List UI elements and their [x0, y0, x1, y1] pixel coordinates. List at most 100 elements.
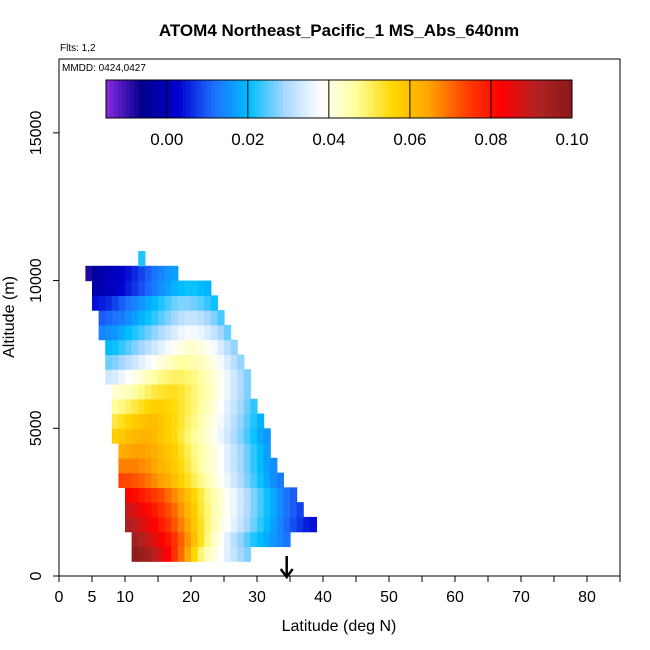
- heatmap-cell: [204, 457, 212, 474]
- heatmap-cell: [224, 531, 232, 548]
- heatmap-cell: [184, 516, 192, 533]
- heatmap-cell: [243, 546, 251, 562]
- heatmap-cell: [290, 516, 298, 533]
- colorbar-segment: [126, 80, 131, 118]
- heatmap-cell: [217, 502, 225, 518]
- heatmap-cell: [105, 339, 113, 356]
- colorbar-segment: [531, 80, 537, 118]
- heatmap-cell: [263, 487, 271, 503]
- heatmap-cell: [164, 310, 172, 326]
- heatmap-cell: [230, 383, 238, 400]
- colorbar-segment: [555, 80, 561, 118]
- heatmap-cell: [230, 487, 238, 503]
- colorbar-segment: [351, 80, 356, 118]
- colorbar-segment: [218, 80, 223, 118]
- y-axis-label: Altitude (m): [1, 276, 18, 358]
- heatmap-cell: [171, 354, 179, 370]
- heatmap-cell: [230, 443, 238, 459]
- colorbar-segment: [334, 80, 340, 118]
- heatmap-cell: [158, 339, 166, 356]
- x-axis: 0 5 10 20 30 40 50 60 70 80: [55, 576, 621, 606]
- heatmap-cell: [210, 413, 218, 429]
- colorbar-segment: [535, 80, 541, 118]
- heatmap-cell: [151, 398, 159, 415]
- colorbar-segment: [503, 80, 509, 118]
- heatmap-cell: [171, 443, 179, 459]
- colorbar-segment: [559, 80, 565, 118]
- colorbar-segment: [122, 80, 127, 118]
- heatmap-cell: [257, 531, 265, 548]
- heatmap-cell: [151, 310, 159, 326]
- heatmap-cell: [158, 472, 166, 488]
- heatmap-cell: [151, 265, 159, 282]
- colorbar-segment: [258, 80, 264, 118]
- heatmap-cell: [197, 443, 205, 459]
- heatmap-cell: [158, 487, 166, 503]
- heatmap-cell: [217, 324, 225, 341]
- heatmap-cell: [144, 280, 152, 296]
- colorbar-segment: [387, 80, 392, 118]
- heatmap-cell: [184, 280, 192, 296]
- heatmap-cell: [197, 324, 205, 341]
- colorbar-segment: [419, 80, 424, 118]
- colorbar-segment: [359, 80, 364, 118]
- y-tick-label: 0: [28, 571, 45, 580]
- heatmap-cell: [191, 324, 199, 341]
- colorbar-segment: [142, 80, 147, 118]
- heatmap-cell: [131, 354, 139, 370]
- heatmap-cell: [224, 413, 232, 429]
- heatmap-cell: [118, 295, 126, 311]
- heatmap-cell: [191, 398, 199, 415]
- heatmap-cell: [184, 369, 192, 385]
- heatmap-cell: [131, 383, 139, 400]
- colorbar-segment: [150, 80, 155, 118]
- heatmap-cell: [92, 280, 100, 296]
- heatmap-cell: [303, 516, 311, 533]
- heatmap-cell: [263, 443, 271, 459]
- heatmap-cell: [171, 295, 179, 311]
- heatmap-cell: [224, 502, 232, 518]
- heatmap-cells: [85, 251, 317, 562]
- colorbar-segment: [110, 80, 115, 118]
- heatmap-cell: [158, 324, 166, 341]
- heatmap-cell: [111, 295, 119, 311]
- heatmap-cell: [158, 502, 166, 518]
- heatmap-cell: [144, 457, 152, 474]
- heatmap-cell: [217, 428, 225, 444]
- heatmap-cell: [138, 443, 146, 459]
- heatmap-cell: [197, 457, 205, 474]
- heatmap-cell: [263, 428, 271, 444]
- heatmap-cell: [204, 502, 212, 518]
- heatmap-cell: [210, 443, 218, 459]
- heatmap-cell: [151, 295, 159, 311]
- heatmap-cell: [276, 516, 284, 533]
- heatmap-cell: [197, 295, 205, 311]
- heatmap-cell: [111, 310, 119, 326]
- heatmap-cell: [144, 428, 152, 444]
- heatmap-cell: [158, 443, 166, 459]
- heatmap-cell: [250, 502, 258, 518]
- heatmap-cell: [210, 516, 218, 533]
- heatmap-cell: [138, 531, 146, 548]
- heatmap-cell: [276, 502, 284, 518]
- heatmap-cell: [118, 443, 126, 459]
- colorbar-segment: [483, 80, 489, 118]
- heatmap-cell: [158, 369, 166, 385]
- heatmap-cell: [257, 472, 265, 488]
- heatmap-cell: [230, 457, 238, 474]
- heatmap-cell: [197, 516, 205, 533]
- colorbar-segment: [206, 80, 211, 118]
- heatmap-cell: [158, 428, 166, 444]
- heatmap-cell: [184, 502, 192, 518]
- heatmap-cell: [111, 383, 119, 400]
- heatmap-cell: [131, 280, 139, 296]
- heatmap-cell: [283, 516, 291, 533]
- heatmap-cell: [144, 472, 152, 488]
- heatmap-cell: [177, 324, 185, 341]
- heatmap-cell: [204, 443, 212, 459]
- heatmap-cell: [237, 457, 245, 474]
- heatmap-cell: [237, 487, 245, 503]
- colorbar-segment: [298, 80, 304, 118]
- heatmap-cell: [138, 413, 146, 429]
- heatmap-cell: [158, 398, 166, 415]
